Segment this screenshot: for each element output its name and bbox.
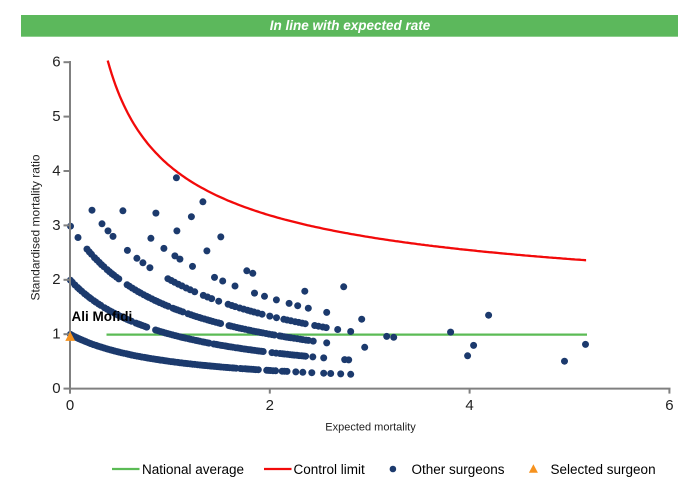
svg-text:Expected mortality: Expected mortality bbox=[325, 422, 416, 434]
svg-text:0: 0 bbox=[66, 397, 74, 414]
svg-text:6: 6 bbox=[665, 397, 673, 414]
svg-text:2: 2 bbox=[266, 397, 274, 414]
svg-text:Control limit: Control limit bbox=[294, 462, 366, 477]
svg-text:0: 0 bbox=[52, 380, 60, 397]
svg-text:3: 3 bbox=[52, 217, 60, 234]
svg-text:1: 1 bbox=[52, 326, 60, 343]
svg-text:2: 2 bbox=[52, 271, 60, 288]
svg-text:Ali Mofidi: Ali Mofidi bbox=[72, 309, 133, 324]
svg-text:Other surgeons: Other surgeons bbox=[412, 462, 505, 477]
svg-text:4: 4 bbox=[52, 162, 60, 179]
svg-text:In line with expected rate: In line with expected rate bbox=[270, 18, 431, 33]
svg-text:4: 4 bbox=[465, 397, 473, 414]
svg-text:National average: National average bbox=[142, 462, 244, 477]
svg-text:6: 6 bbox=[52, 54, 60, 71]
svg-text:Standardised mortality ratio: Standardised mortality ratio bbox=[29, 154, 43, 300]
svg-text:5: 5 bbox=[52, 108, 60, 125]
svg-text:Selected surgeon: Selected surgeon bbox=[551, 462, 656, 477]
